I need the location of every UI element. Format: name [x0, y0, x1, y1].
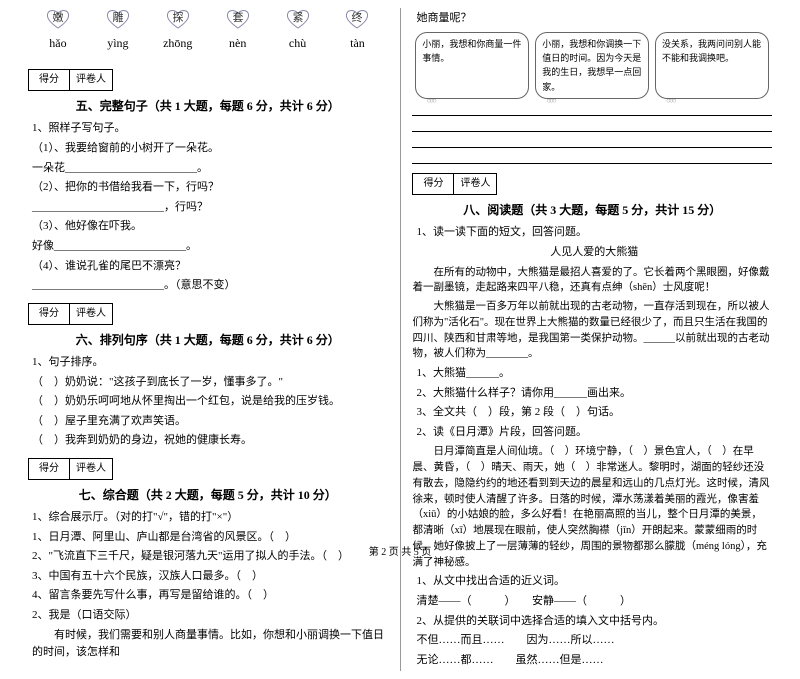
question: 1、读一读下面的短文，回答问题。 — [412, 224, 772, 242]
score-label: 得分 — [413, 174, 454, 194]
pinyin-row: hǎo yìng zhōng nèn chù tàn — [28, 34, 388, 53]
char-icon-row: 嫩 雕 探 套 紧 终 — [28, 8, 388, 30]
sub-item: ________________________，行吗？ — [28, 199, 388, 217]
pinyin: nèn — [213, 34, 263, 53]
svg-text:套: 套 — [232, 11, 243, 24]
score-box: 得分 评卷人 — [28, 303, 113, 325]
score-box: 得分 评卷人 — [28, 458, 113, 480]
sub-item: ________________________。（意思不变） — [28, 277, 388, 295]
sub-question: 2、大熊猫什么样子？请你用______画出来。 — [412, 385, 772, 403]
question: 2、读《日月潭》片段，回答问题。 — [412, 424, 772, 442]
synonym-item: 清楚——（ ） 安静——（ ） — [412, 593, 772, 611]
score-label: 得分 — [29, 459, 70, 479]
grader-label: 评卷人 — [454, 174, 496, 194]
heart-icon: 探 — [163, 8, 193, 30]
tf-item: 1、日月潭、阿里山、庐山都是台湾省的风景区。（ ） — [28, 529, 388, 547]
answer-blank[interactable] — [412, 103, 772, 116]
question: 1、句子排序。 — [28, 354, 388, 372]
char-item: 套 — [213, 8, 263, 30]
section-6-title: 六、排列句序（共 1 大题，每题 6 分，共计 6 分） — [28, 331, 388, 350]
question: 1、照样子写句子。 — [28, 120, 388, 138]
char-item: 紧 — [273, 8, 323, 30]
sub-item: （4）、谁说孔雀的尾巴不漂亮？ — [28, 258, 388, 276]
char-item: 雕 — [93, 8, 143, 30]
grader-label: 评卷人 — [70, 304, 112, 324]
speech-bubble: 小丽，我想和你商量一件事情。 — [415, 32, 529, 100]
svg-text:雕: 雕 — [112, 10, 123, 24]
section-8-title: 八、阅读题（共 3 大题，每题 5 分，共计 15 分） — [412, 201, 772, 220]
article-title: 人见人爱的大熊猫 — [412, 244, 772, 262]
order-item: （ ）我奔到奶奶的身边，祝她的健康长寿。 — [28, 432, 388, 450]
conjunction-option: 无论……都…… 虽然……但是…… — [412, 652, 772, 670]
article-para: 大熊猫是一百多万年以前就出现的古老动物，一直存活到现在，所以被人们称为"活化石"… — [412, 299, 772, 362]
tf-item: 4、留言条要先写什么事，再写是留给谁的。（ ） — [28, 587, 388, 605]
page-footer: 第 2 页 共 5 页 — [0, 545, 800, 561]
char-item: 嫩 — [33, 8, 83, 30]
sub-item: （1）、我要给窗前的小树开了一朵花。 — [28, 140, 388, 158]
char-item: 终 — [332, 8, 382, 30]
answer-blank[interactable] — [412, 135, 772, 148]
heart-icon: 套 — [223, 8, 253, 30]
score-label: 得分 — [29, 304, 70, 324]
grader-label: 评卷人 — [70, 70, 112, 90]
pinyin: zhōng — [153, 34, 203, 53]
svg-text:探: 探 — [172, 11, 183, 24]
order-item: （ ）奶奶乐呵呵地从怀里掏出一个红包，说是给我的压岁钱。 — [28, 393, 388, 411]
pinyin: hǎo — [33, 34, 83, 53]
order-item: （ ）屋子里充满了欢声笑语。 — [28, 413, 388, 431]
answer-blank[interactable] — [412, 151, 772, 164]
speech-bubble: 没关系，我两问问别人能不能和我调换吧。 — [655, 32, 769, 100]
section-7-title: 七、综合题（共 2 大题，每题 5 分，共计 10 分） — [28, 486, 388, 505]
heart-icon: 雕 — [103, 8, 133, 30]
sub-question: 1、大熊猫______。 — [412, 365, 772, 383]
conjunction-option: 不但……而且…… 因为……所以…… — [412, 632, 772, 650]
char-item: 探 — [153, 8, 203, 30]
heart-icon: 嫩 — [43, 8, 73, 30]
score-box: 得分 评卷人 — [412, 173, 497, 195]
tf-item: 3、中国有五十六个民族，汉族人口最多。（ ） — [28, 568, 388, 586]
section-5-title: 五、完整句子（共 1 大题，每题 6 分，共计 6 分） — [28, 97, 388, 116]
sub-item: （2）、把你的书借给我看一下，行吗？ — [28, 179, 388, 197]
question: 2、我是（口语交际） — [28, 607, 388, 625]
left-column: 嫩 雕 探 套 紧 终 hǎo yìng zhōng nèn chù tàn 得… — [20, 8, 396, 671]
sub-item: （3）、他好像在吓我。 — [28, 218, 388, 236]
pinyin: yìng — [93, 34, 143, 53]
score-box: 得分 评卷人 — [28, 69, 113, 91]
paragraph: 有时候，我们需要和别人商量事情。比如，你想和小丽调换一下值日的时间，该怎样和 — [28, 627, 388, 662]
grader-label: 评卷人 — [70, 459, 112, 479]
svg-text:终: 终 — [352, 10, 363, 24]
speech-bubble-row: 小丽，我想和你商量一件事情。 小丽，我想和你调换一下值日的时间。因为今天是我的生… — [412, 32, 772, 100]
svg-text:紧: 紧 — [292, 11, 303, 24]
pinyin: chù — [273, 34, 323, 53]
order-item: （ ）奶奶说："这孩子到底长了一岁，懂事多了。" — [28, 374, 388, 392]
score-label: 得分 — [29, 70, 70, 90]
svg-text:嫩: 嫩 — [52, 10, 63, 24]
sub-question: 3、全文共（ ）段，第 2 段（ ）句话。 — [412, 404, 772, 422]
heart-icon: 紧 — [283, 8, 313, 30]
heart-icon: 终 — [342, 8, 372, 30]
sub-item: 好像________________________。 — [28, 238, 388, 256]
answer-blank[interactable] — [412, 119, 772, 132]
sub-question: 2、从提供的关联词中选择合适的填入文中括号内。 — [412, 613, 772, 631]
question: 1、综合展示厅。（对的打"√"，错的打"×"） — [28, 509, 388, 527]
pinyin: tàn — [332, 34, 382, 53]
article-para: 在所有的动物中，大熊猫是最招人喜爱的了。它长着两个黑眼圈，好像戴着一副墨镜，走起… — [412, 265, 772, 297]
sub-question: 1、从文中找出合适的近义词。 — [412, 573, 772, 591]
continuation-text: 她商量呢？ — [412, 10, 772, 28]
sub-item: 一朵花________________________。 — [28, 160, 388, 178]
right-column: 她商量呢？ 小丽，我想和你商量一件事情。 小丽，我想和你调换一下值日的时间。因为… — [404, 8, 780, 671]
column-divider — [400, 8, 401, 671]
speech-bubble: 小丽，我想和你调换一下值日的时间。因为今天是我的生日，我想早一点回家。 — [535, 32, 649, 100]
